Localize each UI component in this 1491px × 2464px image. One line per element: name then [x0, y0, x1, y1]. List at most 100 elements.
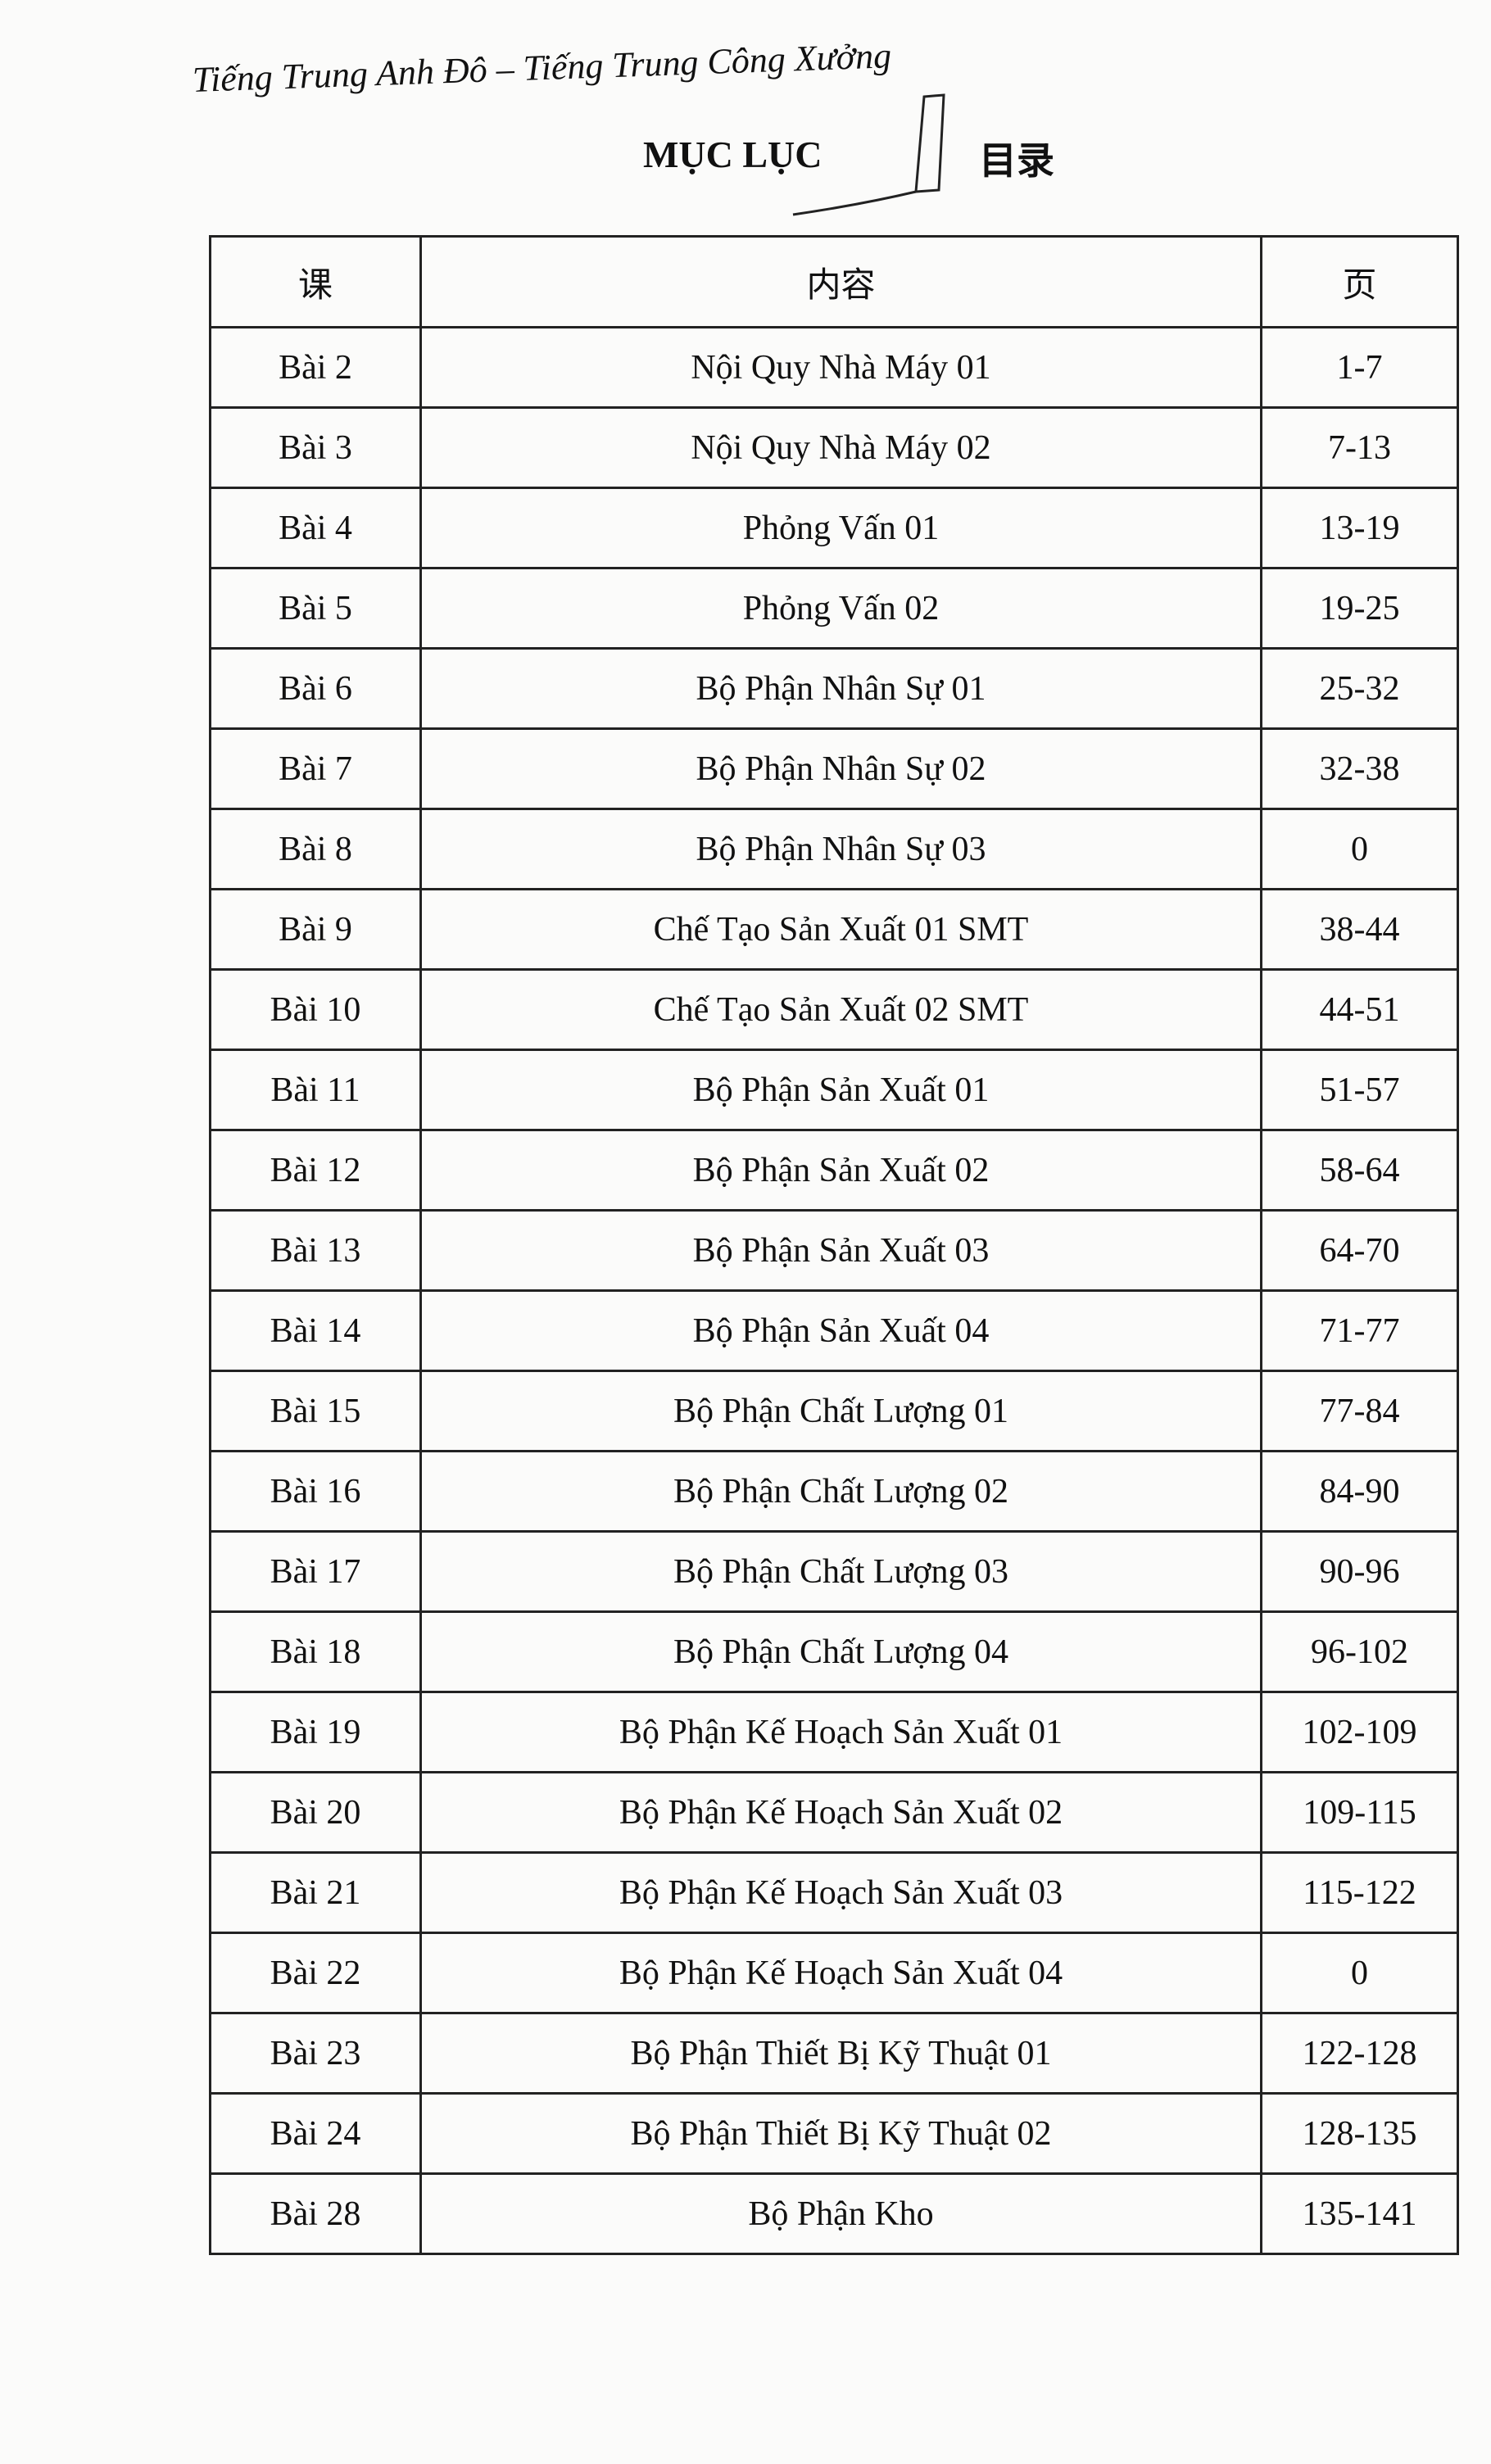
toc-row: Bài 6 Bộ Phận Nhân Sự 01 25-32 — [209, 647, 1459, 730]
pages-cell: 7-13 — [1260, 406, 1459, 489]
pages-cell: 38-44 — [1260, 888, 1459, 971]
toc-row: Bài 18 Bộ Phận Chất Lượng 04 96-102 — [209, 1610, 1459, 1693]
content-cell: Bộ Phận Thiết Bị Kỹ Thuật 01 — [419, 2012, 1262, 2095]
content-cell: Bộ Phận Chất Lượng 01 — [419, 1370, 1262, 1452]
pages-cell: 51-57 — [1260, 1049, 1459, 1131]
lesson-cell: Bài 17 — [209, 1530, 422, 1613]
content-cell: Chế Tạo Sản Xuất 01 SMT — [419, 888, 1262, 971]
lesson-cell: Bài 10 — [209, 968, 422, 1051]
toc-row: Bài 9 Chế Tạo Sản Xuất 01 SMT 38-44 — [209, 888, 1459, 971]
toc-row: Bài 10 Chế Tạo Sản Xuất 02 SMT 44-51 — [209, 968, 1459, 1051]
pages-cell: 90-96 — [1260, 1530, 1459, 1613]
content-cell: Phỏng Vấn 01 — [419, 487, 1262, 569]
lesson-cell: Bài 7 — [209, 727, 422, 810]
toc-row: Bài 21 Bộ Phận Kế Hoạch Sản Xuất 03 115-12… — [209, 1851, 1459, 1934]
pages-cell: 19-25 — [1260, 567, 1459, 650]
content-cell: Nội Quy Nhà Máy 01 — [419, 326, 1262, 409]
lesson-cell: Bài 15 — [209, 1370, 422, 1452]
pages-cell: 77-84 — [1260, 1370, 1459, 1452]
pages-cell: 122-128 — [1260, 2012, 1459, 2095]
toc-row: Bài 17 Bộ Phận Chất Lượng 03 90-96 — [209, 1530, 1459, 1613]
toc-row: Bài 12 Bộ Phận Sản Xuất 02 58-64 — [209, 1129, 1459, 1212]
pages-cell: 102-109 — [1260, 1691, 1459, 1773]
toc-row: Bài 28 Bộ Phận Kho 135-141 — [209, 2172, 1459, 2255]
pages-cell: 115-122 — [1260, 1851, 1459, 1934]
toc-row: Bài 11 Bộ Phận Sản Xuất 01 51-57 — [209, 1049, 1459, 1131]
toc-row: Bài 13 Bộ Phận Sản Xuất 03 64-70 — [209, 1209, 1459, 1292]
lesson-cell: Bài 2 — [209, 326, 422, 409]
content-cell: Phỏng Vấn 02 — [419, 567, 1262, 650]
toc-row: Bài 23 Bộ Phận Thiết Bị Kỹ Thuật 01 122-12… — [209, 2012, 1459, 2095]
column-header: 页 — [1260, 235, 1459, 328]
header-row: 课内容页 — [209, 235, 1459, 328]
lesson-cell: Bài 20 — [209, 1771, 422, 1854]
lesson-cell: Bài 5 — [209, 567, 422, 650]
column-header: 内容 — [419, 235, 1262, 328]
pages-cell: 0 — [1260, 808, 1459, 890]
lesson-cell: Bài 12 — [209, 1129, 422, 1212]
title: MỤC LỤC — [643, 134, 823, 175]
lesson-cell: Bài 18 — [209, 1610, 422, 1693]
toc-row: Bài 24 Bộ Phận Thiết Bị Kỹ Thuật 02 128-13… — [209, 2092, 1459, 2175]
content-cell: Chế Tạo Sản Xuất 02 SMT — [419, 968, 1262, 1051]
content-cell: Bộ Phận Kế Hoạch Sản Xuất 04 — [419, 1932, 1262, 2014]
toc-row: Bài 19 Bộ Phận Kế Hoạch Sản Xuất 01 102-10… — [209, 1691, 1459, 1773]
content-cell: Bộ Phận Kế Hoạch Sản Xuất 01 — [419, 1691, 1262, 1773]
content-cell: Bộ Phận Chất Lượng 03 — [419, 1530, 1262, 1613]
lesson-cell: Bài 23 — [209, 2012, 422, 2095]
content-cell: Bộ Phận Chất Lượng 04 — [419, 1610, 1262, 1693]
content-cell: Bộ Phận Sản Xuất 01 — [419, 1049, 1262, 1131]
pages-cell: 58-64 — [1260, 1129, 1459, 1212]
pages-cell: 25-32 — [1260, 647, 1459, 730]
lesson-cell: Bài 21 — [209, 1851, 422, 1934]
lesson-cell: Bài 4 — [209, 487, 422, 569]
lesson-cell: Bài 8 — [209, 808, 422, 890]
pages-cell: 64-70 — [1260, 1209, 1459, 1292]
content-cell: Bộ Phận Sản Xuất 03 — [419, 1209, 1262, 1292]
toc-row: Bài 2 Nội Quy Nhà Máy 01 1-7 — [209, 326, 1459, 409]
toc-row: Bài 7 Bộ Phận Nhân Sự 02 32-38 — [209, 727, 1459, 810]
lesson-cell: Bài 9 — [209, 888, 422, 971]
content-cell: Bộ Phận Nhân Sự 02 — [419, 727, 1262, 810]
toc-row: Bài 5 Phỏng Vấn 02 19-25 — [209, 567, 1459, 650]
column-header: 课 — [209, 235, 422, 328]
lesson-cell: Bài 22 — [209, 1932, 422, 2014]
toc-row: Bài 8 Bộ Phận Nhân Sự 03 0 — [209, 808, 1459, 890]
lesson-cell: Bài 16 — [209, 1450, 422, 1533]
lesson-cell: Bài 28 — [209, 2172, 422, 2255]
toc-table: 课内容页 Bài 2 Nội Quy Nhà Máy 01 1-7 Bài 3 Nội … — [209, 235, 1459, 2255]
content-cell: Bộ Phận Sản Xuất 04 — [419, 1289, 1262, 1372]
lesson-cell: Bài 24 — [209, 2092, 422, 2175]
pages-cell: 44-51 — [1260, 968, 1459, 1051]
content-cell: Bộ Phận Nhân Sự 03 — [419, 808, 1262, 890]
pages-cell: 13-19 — [1260, 487, 1459, 569]
content-cell: Bộ Phận Nhân Sự 01 — [419, 647, 1262, 730]
pages-cell: 96-102 — [1260, 1610, 1459, 1693]
pages-cell: 128-135 — [1260, 2092, 1459, 2175]
lesson-cell: Bài 11 — [209, 1049, 422, 1131]
content-cell: Bộ Phận Kế Hoạch Sản Xuất 02 — [419, 1771, 1262, 1854]
toc-row: Bài 15 Bộ Phận Chất Lượng 01 77-84 — [209, 1370, 1459, 1452]
content-cell: Bộ Phận Kho — [419, 2172, 1262, 2255]
pages-cell: 109-115 — [1260, 1771, 1459, 1854]
content-cell: Nội Quy Nhà Máy 02 — [419, 406, 1262, 489]
toc-row: Bài 22 Bộ Phận Kế Hoạch Sản Xuất 04 0 — [209, 1932, 1459, 2014]
title-zh: 目录 — [979, 138, 1054, 183]
pages-cell: 0 — [1260, 1932, 1459, 2014]
content-cell: Bộ Phận Chất Lượng 02 — [419, 1450, 1262, 1533]
pages-cell: 32-38 — [1260, 727, 1459, 810]
toc-row: Bài 20 Bộ Phận Kế Hoạch Sản Xuất 02 109-11… — [209, 1771, 1459, 1854]
lesson-cell: Bài 3 — [209, 406, 422, 489]
lesson-cell: Bài 19 — [209, 1691, 422, 1773]
toc-row: Bài 4 Phỏng Vấn 01 13-19 — [209, 487, 1459, 569]
pages-cell: 1-7 — [1260, 326, 1459, 409]
bracket — [792, 93, 945, 216]
content-cell: Bộ Phận Sản Xuất 02 — [419, 1129, 1262, 1212]
lesson-cell: Bài 14 — [209, 1289, 422, 1372]
pages-cell: 135-141 — [1260, 2172, 1459, 2255]
lesson-cell: Bài 13 — [209, 1209, 422, 1292]
toc-row: Bài 16 Bộ Phận Chất Lượng 02 84-90 — [209, 1450, 1459, 1533]
content-cell: Bộ Phận Thiết Bị Kỹ Thuật 02 — [419, 2092, 1262, 2175]
pages-cell: 71-77 — [1260, 1289, 1459, 1372]
